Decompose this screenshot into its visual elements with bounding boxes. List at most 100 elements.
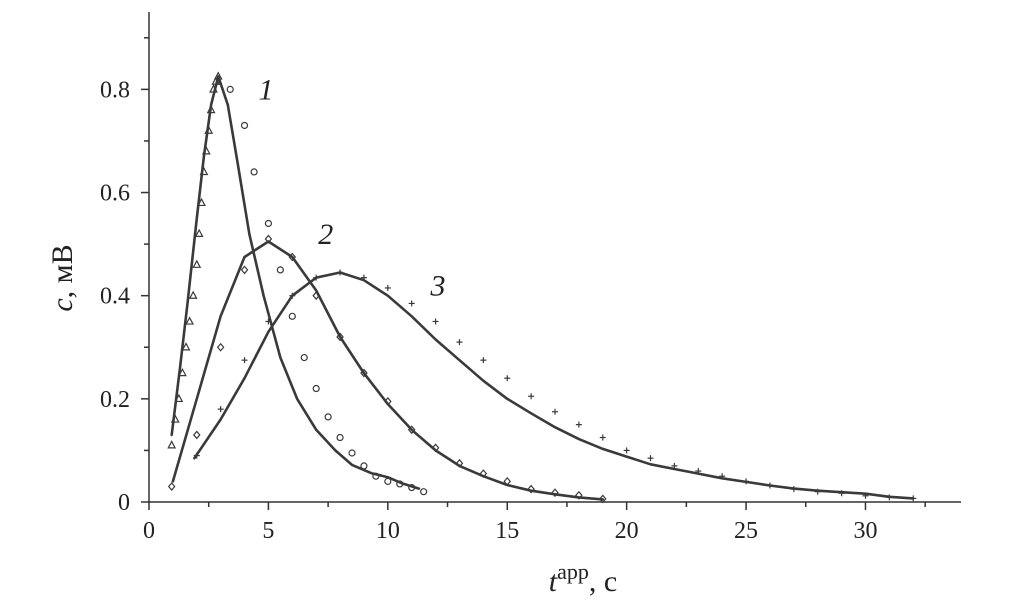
circle-marker xyxy=(226,85,234,93)
plus-marker xyxy=(814,488,821,495)
circle-marker xyxy=(408,483,416,492)
series-2-fit-line xyxy=(171,240,605,501)
curve-labels: 1 2 3 xyxy=(259,73,446,302)
plus-marker xyxy=(456,339,463,346)
y-axis-label: c, мВ xyxy=(46,244,79,311)
plus-marker xyxy=(384,284,391,291)
series-3 xyxy=(193,269,917,502)
x-axis-label-main: t xyxy=(549,565,558,598)
diamond-marker xyxy=(598,494,607,504)
circle-marker xyxy=(288,312,296,320)
plus-marker xyxy=(790,486,797,493)
diamond-marker xyxy=(407,425,416,435)
circle-marker xyxy=(420,488,428,496)
x-tick-label: 5 xyxy=(262,518,274,544)
diamond-marker xyxy=(312,291,320,301)
plus-marker xyxy=(241,357,248,364)
diamond-marker xyxy=(216,342,225,352)
series-2 xyxy=(167,234,607,504)
plus-marker xyxy=(766,482,773,489)
diamond-marker xyxy=(192,430,201,440)
curve-label-3: 3 xyxy=(429,269,445,302)
triangle-marker xyxy=(209,84,218,93)
diamond-marker xyxy=(455,458,464,468)
plus-marker xyxy=(623,447,630,454)
x-axis-label: tapp, с xyxy=(549,559,617,599)
plus-marker xyxy=(193,452,200,459)
x-axis-label-unit: , с xyxy=(589,565,617,598)
circle-marker xyxy=(250,168,258,176)
y-axis-label-unit: , мВ xyxy=(46,244,79,298)
diamond-marker xyxy=(336,332,344,342)
plus-marker xyxy=(862,492,869,499)
curve-label-1: 1 xyxy=(259,73,274,106)
y-axis-ticks: 0 0.2 0.4 0.6 0.8 xyxy=(100,37,149,516)
series-2-points xyxy=(167,234,607,504)
circle-marker xyxy=(312,384,320,393)
x-tick-label: 0 xyxy=(143,518,155,544)
triangle-marker xyxy=(201,146,211,155)
x-tick-label: 20 xyxy=(615,518,639,544)
diamond-marker xyxy=(551,488,559,498)
circle-marker xyxy=(240,121,249,130)
triangle-marker xyxy=(185,316,194,325)
circle-marker xyxy=(276,266,284,274)
x-tick-label: 10 xyxy=(376,518,400,544)
plus-marker xyxy=(480,357,487,364)
plus-marker xyxy=(599,434,606,441)
x-axis-label-sup: app xyxy=(557,559,589,584)
x-axis-ticks: 0 5 10 15 20 25 30 xyxy=(143,502,926,544)
plus-marker xyxy=(337,269,344,276)
diamond-marker xyxy=(479,469,488,479)
y-tick-label: 0 xyxy=(118,490,130,516)
triangle-marker xyxy=(192,259,202,268)
plus-marker xyxy=(671,462,678,469)
plus-marker xyxy=(743,478,750,485)
circle-marker xyxy=(300,353,308,362)
series-1-points xyxy=(167,71,223,449)
x-tick-label: 30 xyxy=(853,518,877,544)
plus-marker xyxy=(552,408,558,415)
y-tick-label: 0.6 xyxy=(100,181,130,207)
triangle-marker xyxy=(178,367,187,377)
circle-marker xyxy=(264,219,273,228)
circle-marker xyxy=(336,433,344,442)
plus-marker xyxy=(217,406,224,413)
diamond-marker xyxy=(360,368,368,378)
series-1-fit-line xyxy=(170,75,421,490)
y-tick-label: 0.4 xyxy=(100,284,130,310)
circle-marker xyxy=(324,413,332,421)
plus-marker xyxy=(432,318,439,325)
diamond-marker xyxy=(431,443,440,453)
plus-marker xyxy=(408,300,415,307)
plus-marker xyxy=(647,455,654,462)
plus-marker xyxy=(289,292,296,299)
diamond-marker xyxy=(384,396,392,406)
x-tick-label: 25 xyxy=(734,518,758,544)
triangle-marker xyxy=(204,125,214,134)
series-1-points-secondary xyxy=(226,85,428,496)
triangle-marker xyxy=(213,71,223,80)
plus-marker xyxy=(695,468,702,475)
triangle-marker xyxy=(170,414,180,423)
plus-marker xyxy=(719,473,726,480)
circle-marker xyxy=(372,472,380,480)
plus-marker xyxy=(313,274,320,281)
plus-marker xyxy=(528,393,535,400)
plus-marker xyxy=(886,494,893,501)
triangle-marker xyxy=(199,166,209,176)
triangle-marker xyxy=(167,440,177,449)
diamond-marker xyxy=(527,484,535,494)
triangle-marker xyxy=(206,104,216,114)
series-1 xyxy=(167,71,428,496)
diamond-marker xyxy=(288,252,297,262)
diamond-marker xyxy=(575,490,583,500)
plus-marker xyxy=(575,421,582,428)
triangle-marker xyxy=(181,342,191,351)
triangle-marker xyxy=(211,76,221,85)
series-3-points xyxy=(193,269,917,502)
curve-label-2: 2 xyxy=(318,218,333,251)
plus-marker xyxy=(360,274,367,281)
diamond-marker xyxy=(264,234,273,244)
